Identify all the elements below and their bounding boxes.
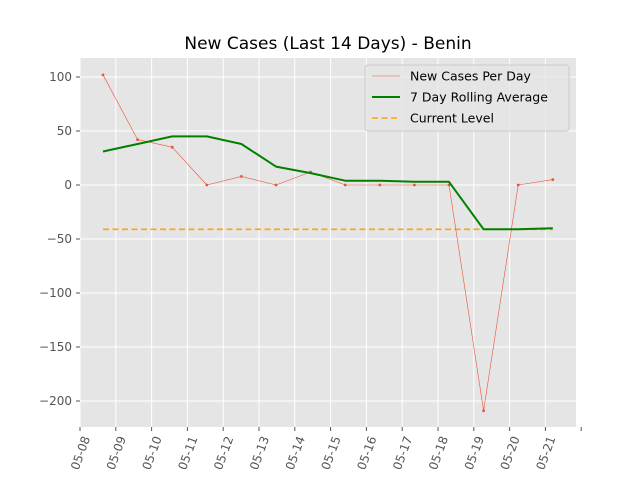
x-axis: 05-08 05-09 05-10 05-11 05-12 05-13 05-14 05-15… — [68, 427, 582, 472]
legend-label: 7 Day Rolling Average — [410, 90, 548, 105]
x-tick-label: 05-15 — [319, 434, 344, 472]
y-tick-label: −200 — [39, 394, 72, 408]
x-tick-label: 05-11 — [175, 434, 200, 472]
legend-label: New Cases Per Day — [410, 69, 531, 84]
legend-label: Current Level — [410, 111, 494, 126]
data-point — [205, 183, 209, 187]
y-tick-label: −50 — [47, 232, 72, 246]
series-line-1 — [102, 135, 553, 231]
x-tick-label: 05-12 — [211, 434, 236, 472]
x-tick-label: 05-09 — [104, 434, 129, 472]
y-axis: 100 50 0 −50 −100 −150 −200 — [39, 70, 80, 408]
data-point — [343, 183, 347, 187]
x-tick-label: 05-21 — [533, 434, 558, 472]
x-tick-label: 05-08 — [68, 434, 93, 472]
data-point — [170, 145, 174, 149]
x-tick-label: 05-17 — [390, 434, 415, 472]
series-layer — [101, 73, 555, 413]
data-point — [551, 178, 555, 182]
chart-title: New Cases (Last 14 Days) - Benin — [184, 34, 471, 54]
data-point — [240, 174, 243, 178]
data-point — [413, 183, 416, 187]
data-point — [274, 183, 278, 187]
y-tick-label: −150 — [39, 340, 72, 354]
x-tick-label: 05-14 — [283, 434, 308, 472]
x-tick-label: 05-13 — [247, 434, 272, 472]
x-tick-label: 05-16 — [354, 434, 379, 472]
y-tick-label: 100 — [49, 70, 72, 84]
y-tick-label: 50 — [57, 124, 72, 138]
x-tick-label: 05-18 — [426, 434, 451, 472]
data-point — [101, 73, 105, 77]
y-tick-label: 0 — [64, 178, 72, 192]
x-tick-label: 05-19 — [462, 434, 487, 472]
legend-box — [364, 64, 570, 132]
x-tick-label: 05-10 — [140, 434, 165, 472]
data-point — [516, 183, 520, 187]
data-point — [378, 183, 382, 187]
grid — [79, 58, 582, 427]
series-line-0 — [102, 74, 553, 412]
x-tick-label: 05-20 — [498, 434, 523, 472]
data-point — [482, 409, 485, 413]
y-tick-label: −100 — [39, 286, 72, 300]
legend: New Cases Per Day 7 Day Rolling Average Cu… — [364, 64, 570, 132]
data-point — [136, 138, 140, 142]
